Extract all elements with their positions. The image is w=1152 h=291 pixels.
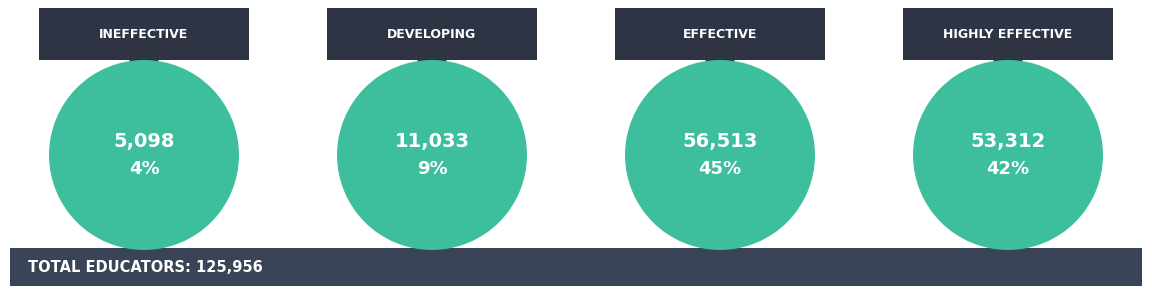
Text: 45%: 45% [698, 160, 742, 178]
Text: 56,513: 56,513 [682, 132, 758, 150]
Text: INEFFECTIVE: INEFFECTIVE [99, 28, 189, 40]
Circle shape [914, 60, 1102, 250]
Polygon shape [706, 60, 734, 82]
Polygon shape [418, 60, 446, 82]
Bar [327, 8, 537, 60]
Circle shape [626, 60, 814, 250]
Polygon shape [994, 60, 1022, 82]
Text: 11,033: 11,033 [394, 132, 470, 150]
Circle shape [338, 60, 526, 250]
Circle shape [50, 60, 238, 250]
Text: 5,098: 5,098 [113, 132, 175, 150]
Text: 4%: 4% [129, 160, 159, 178]
Text: TOTAL EDUCATORS: 125,956: TOTAL EDUCATORS: 125,956 [28, 260, 263, 274]
Bar [615, 8, 825, 60]
Text: 42%: 42% [986, 160, 1030, 178]
Text: 9%: 9% [417, 160, 447, 178]
Bar [903, 8, 1113, 60]
Text: DEVELOPING: DEVELOPING [387, 28, 477, 40]
Text: HIGHLY EFFECTIVE: HIGHLY EFFECTIVE [943, 28, 1073, 40]
Text: 53,312: 53,312 [970, 132, 1046, 150]
Bar [10, 248, 1142, 286]
Text: EFFECTIVE: EFFECTIVE [683, 28, 757, 40]
Bar [39, 8, 249, 60]
Polygon shape [130, 60, 158, 82]
